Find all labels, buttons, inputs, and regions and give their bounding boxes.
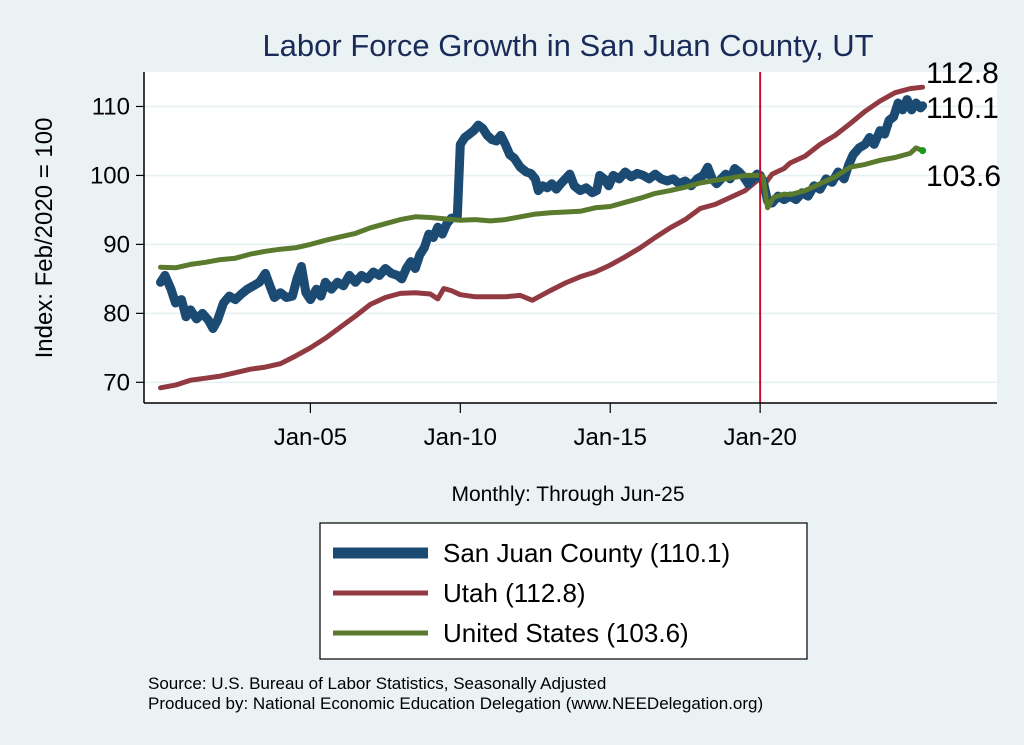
series-layer: [156, 84, 928, 391]
y-axis-title: Index: Feb/2020 = 100: [31, 118, 58, 359]
legend-label-utah: Utah (112.8): [443, 578, 586, 608]
producer-note: Produced by: National Economic Education…: [148, 694, 763, 713]
y-axis-ticks: 70 80 90 100 110: [90, 93, 144, 396]
source-note: Source: U.S. Bureau of Labor Statistics,…: [148, 674, 606, 693]
series-end-marker-united-states: [919, 147, 927, 155]
chart-title: Labor Force Growth in San Juan County, U…: [262, 28, 873, 63]
y-tick-label-100: 100: [90, 162, 130, 189]
end-label-united-states: 103.6: [926, 160, 1001, 193]
end-label-utah: 112.8: [926, 57, 999, 90]
plot-area: [144, 72, 997, 403]
legend-label-united-states: United States (103.6): [443, 618, 689, 648]
legend-label-san-juan-county: San Juan County (110.1): [443, 538, 730, 568]
y-tick-label-90: 90: [103, 231, 130, 258]
y-tick-label-70: 70: [103, 369, 130, 396]
series-line-san-juan-county: [156, 95, 928, 333]
y-tick-label-80: 80: [103, 300, 130, 327]
x-tick-label-Jan-15: Jan-15: [574, 424, 647, 451]
x-tick-label-Jan-05: Jan-05: [274, 424, 347, 451]
x-tick-label-Jan-20: Jan-20: [723, 424, 796, 451]
x-tick-label-Jan-10: Jan-10: [424, 424, 497, 451]
series-line-utah: [158, 84, 926, 391]
end-label-san-juan-county: 110.1: [926, 92, 999, 125]
y-tick-label-110: 110: [92, 93, 130, 120]
x-axis-ticks: Jan-05 Jan-10 Jan-15 Jan-20: [274, 403, 797, 451]
x-axis-title: Monthly: Through Jun-25: [451, 483, 684, 506]
legend: San Juan County (110.1) Utah (112.8) Unite…: [319, 522, 808, 660]
series-line-united-states: [158, 145, 926, 271]
